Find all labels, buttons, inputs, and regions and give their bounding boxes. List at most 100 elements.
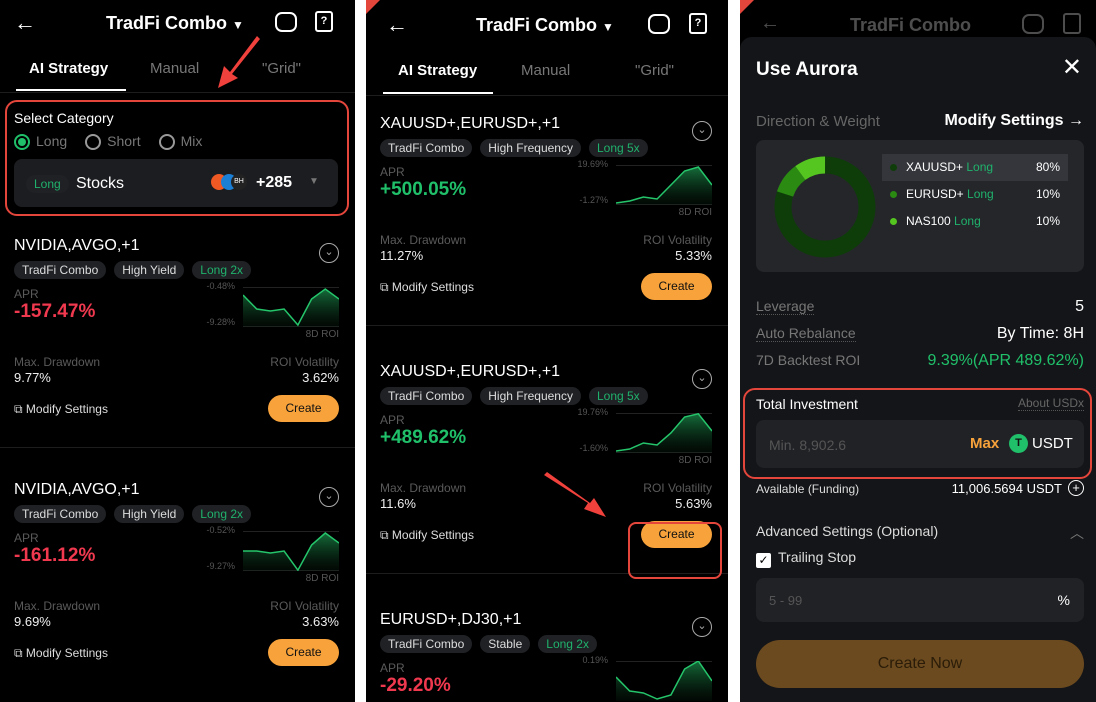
tab-ai-strategy[interactable]: AI Strategy (398, 62, 478, 79)
sparkline-line (616, 661, 712, 700)
page-title: TradFi Combo (106, 13, 227, 33)
robot-icon[interactable] (648, 14, 670, 34)
modify-settings-link[interactable]: Modify Settings → (944, 112, 1084, 129)
legend-dot-icon (890, 191, 897, 198)
modify-settings-link[interactable]: ⧉ Modify Settings (14, 402, 108, 417)
expand-chevron-icon[interactable]: ⌄ (692, 617, 712, 637)
create-button[interactable]: Create (268, 395, 339, 422)
investment-input[interactable]: Min. 8,902.6 Max T USDT (756, 420, 1084, 468)
radio-mix[interactable]: Mix (158, 133, 202, 151)
copy-icon: ⧉ (14, 402, 23, 416)
tag: Long 2x (192, 505, 251, 523)
close-icon[interactable]: ✕ (1061, 54, 1082, 81)
strategy-card[interactable]: NVIDIA,AVGO,+1 TradFi Combo High Yield Lon… (0, 237, 355, 477)
tab-manual[interactable]: Manual (521, 62, 571, 79)
volatility-label: ROI Volatility (643, 233, 712, 247)
tag: High Frequency (480, 139, 581, 157)
asset-name: NAS100 (906, 214, 951, 228)
tag: Long 2x (192, 261, 251, 279)
radio-long[interactable]: Long (14, 133, 67, 151)
advanced-settings-toggle[interactable]: Advanced Settings (Optional) ︿ (756, 523, 1084, 541)
add-funds-icon[interactable]: + (1068, 480, 1084, 496)
roi-low-label: -9.27% (206, 561, 235, 571)
drawdown-value: 11.27% (380, 248, 424, 263)
modify-settings-label: Modify Settings (391, 528, 474, 542)
expand-chevron-icon[interactable]: ⌄ (692, 369, 712, 389)
strategy-type-dropdown[interactable]: TradFi Combo ▼ (106, 13, 244, 34)
strategy-card[interactable]: XAUUSD+,EURUSD+,+1 TradFi Combo High Freq… (366, 363, 728, 603)
roi-sparkline (616, 413, 712, 453)
usdt-icon: T (1009, 434, 1028, 453)
expand-chevron-icon[interactable]: ⌄ (692, 121, 712, 141)
tab-grid[interactable]: "Grid" (262, 60, 301, 77)
strategy-card[interactable]: XAUUSD+,EURUSD+,+1 TradFi Combo High Freq… (366, 115, 728, 355)
allocation-row: NAS100 Long 10% (882, 208, 1068, 235)
expand-chevron-icon[interactable]: ⌄ (319, 243, 339, 263)
tag: TradFi Combo (380, 635, 473, 653)
tab-ai-strategy[interactable]: AI Strategy (29, 60, 109, 77)
guide-book-icon[interactable]: ? (689, 13, 707, 34)
trailing-stop-input[interactable]: 5 - 99 % (756, 578, 1084, 622)
robot-icon[interactable] (275, 12, 297, 32)
sparkline-area (243, 289, 339, 327)
allocation-donut-chart (774, 156, 876, 258)
weight-value: 10% (1035, 214, 1060, 228)
strategy-card[interactable]: NVIDIA,AVGO,+1 TradFi Combo High Yield Lon… (0, 481, 355, 702)
back-icon[interactable]: ← (14, 10, 36, 35)
drawdown-value: 9.77% (14, 370, 51, 385)
tag-list: TradFi Combo High Yield Long 2x (14, 505, 251, 523)
legend-dot-icon (890, 164, 897, 171)
create-now-button[interactable]: Create Now (756, 640, 1084, 688)
create-button[interactable]: Create (268, 639, 339, 666)
currency-label: USDT (1032, 435, 1073, 452)
radio-short[interactable]: Short (85, 133, 141, 151)
back-icon[interactable]: ← (386, 12, 408, 37)
drawdown-label: Max. Drawdown (14, 599, 101, 613)
asset-count: +285 (256, 174, 293, 191)
long-tag: Long (26, 175, 69, 193)
trailing-stop-checkbox[interactable]: ✓ Trailing Stop (756, 549, 856, 568)
available-value: 11,006.5694 USDT (951, 481, 1062, 496)
modify-settings-label: Modify Settings (25, 646, 108, 660)
about-usdx-link[interactable]: About USDx (1017, 396, 1084, 411)
roi-sparkline (243, 287, 339, 327)
auto-rebalance-row: Auto Rebalance By Time: 8H (756, 325, 1084, 342)
red-arrow (218, 36, 260, 88)
tag: Long 2x (538, 635, 597, 653)
leverage-row: Leverage 5 (756, 298, 1084, 315)
max-button[interactable]: Max (970, 435, 1000, 452)
sparkline-area (616, 167, 712, 205)
card-title: EURUSD+,DJ30,+1 (380, 611, 522, 628)
modify-settings-link[interactable]: ⧉ Modify Settings (380, 528, 474, 543)
select-category-title: Select Category (14, 110, 114, 126)
strategy-card[interactable]: EURUSD+,DJ30,+1 TradFi Combo Stable Long 2… (366, 611, 728, 702)
guide-book-icon (1063, 13, 1081, 34)
roi-sparkline (616, 661, 712, 701)
side-label: Long (966, 160, 994, 174)
tag: High Frequency (480, 387, 581, 405)
tag: Long 5x (588, 139, 648, 157)
asset-name: EURUSD+ (906, 187, 964, 201)
modal-title: Use Aurora (756, 59, 858, 80)
drawdown-label: Max. Drawdown (380, 481, 467, 495)
volatility-value: 5.33% (675, 248, 712, 263)
tab-grid[interactable]: "Grid" (635, 62, 674, 79)
expand-chevron-icon[interactable]: ⌄ (319, 487, 339, 507)
strategy-type-dropdown[interactable]: TradFi Combo ▼ (476, 15, 614, 36)
modify-settings-link[interactable]: ⧉ Modify Settings (380, 280, 474, 295)
category-select[interactable]: Long Stocks BH +285 ▼ (14, 159, 338, 207)
guide-book-icon[interactable]: ? (315, 11, 333, 32)
tab-manual[interactable]: Manual (150, 60, 200, 77)
divider (0, 92, 355, 93)
backtest-roi-value: 9.39%(APR 489.62%) (927, 352, 1084, 369)
trailing-stop-label: Trailing Stop (778, 549, 857, 565)
direction-radio-group: Long Short Mix (14, 133, 202, 151)
create-button[interactable]: Create (641, 521, 712, 548)
apr-value: -161.12% (14, 545, 96, 566)
create-button[interactable]: Create (641, 273, 712, 300)
divider (0, 447, 355, 448)
roi-low-label: -1.60% (579, 443, 608, 453)
modify-settings-link[interactable]: ⧉ Modify Settings (14, 646, 108, 661)
volatility-label: ROI Volatility (270, 355, 339, 369)
